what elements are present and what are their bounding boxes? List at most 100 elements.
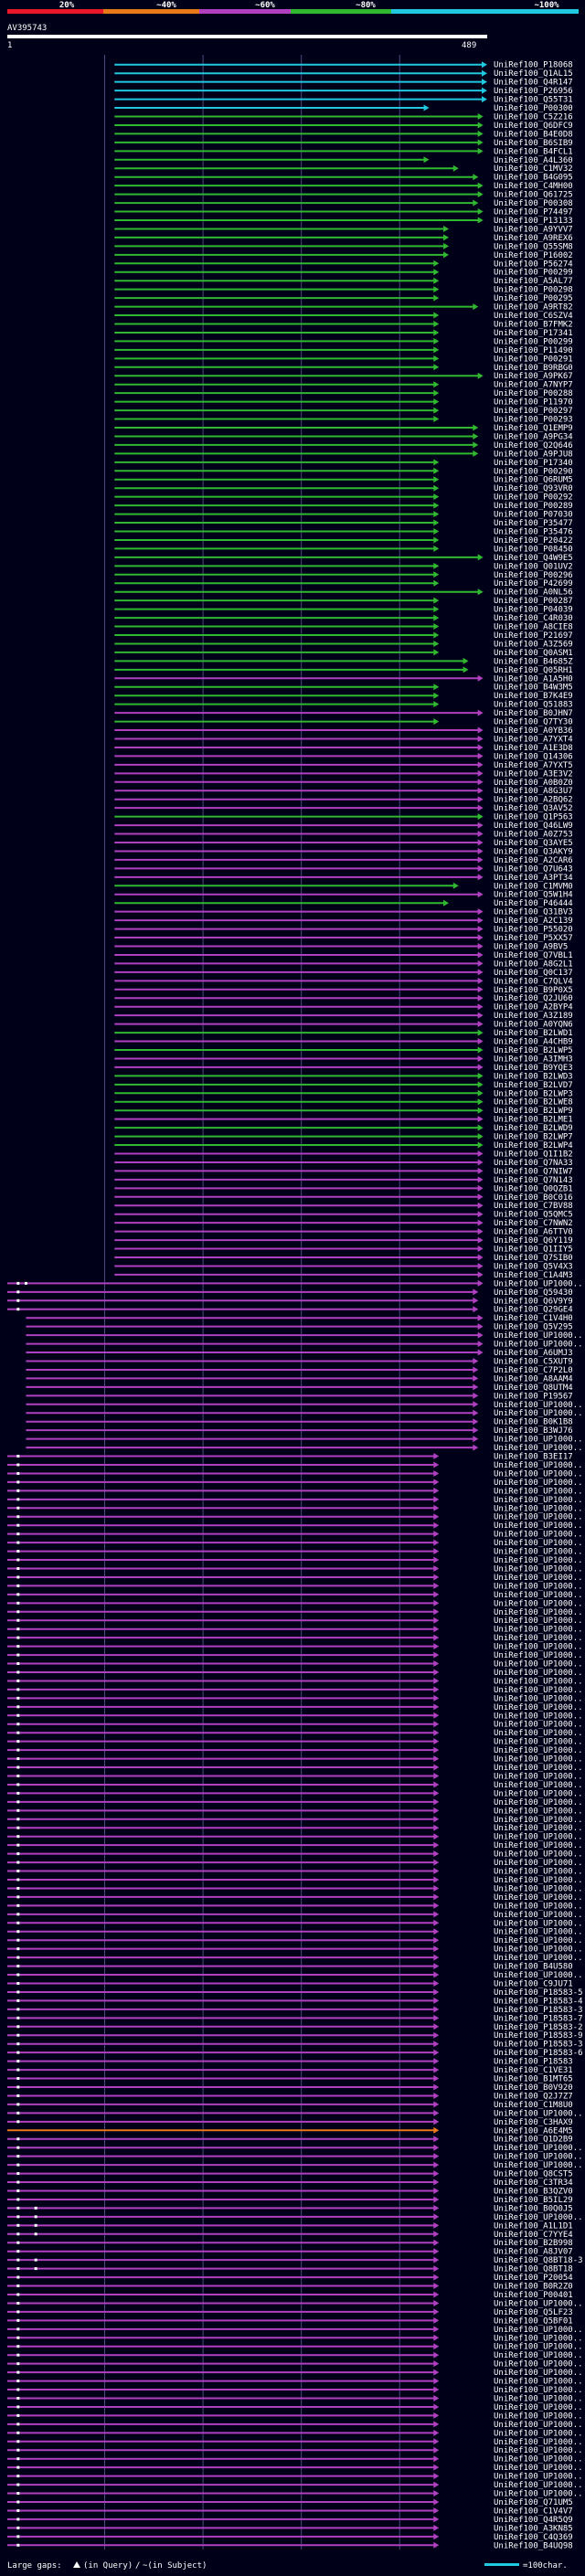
- subject-id-label[interactable]: UniRef100_UP1000..: [494, 1677, 583, 1686]
- subject-id-label[interactable]: UniRef100_UP1000..: [494, 1781, 583, 1790]
- alignment-row[interactable]: UniRef100_P11490: [114, 346, 573, 355]
- subject-id-label[interactable]: UniRef100_B2LWD3: [494, 1072, 573, 1081]
- subject-id-label[interactable]: UniRef100_Q7SIB0: [494, 1254, 573, 1263]
- alignment-row[interactable]: UniRef100_C1V4V7: [7, 2507, 573, 2516]
- alignment-row[interactable]: UniRef100_P20054: [7, 2274, 573, 2283]
- subject-id-label[interactable]: UniRef100_C3HAX9: [494, 2118, 573, 2127]
- subject-id-label[interactable]: UniRef100_A9YVV7: [494, 225, 573, 234]
- alignment-row[interactable]: UniRef100_UP1000..: [26, 1401, 583, 1410]
- subject-id-label[interactable]: UniRef100_P00298: [494, 286, 573, 295]
- alignment-row[interactable]: UniRef100_P18583-2: [7, 2023, 583, 2032]
- subject-id-label[interactable]: UniRef100_P18583-4: [494, 1997, 583, 2006]
- alignment-row[interactable]: UniRef100_A1A5H0: [114, 674, 573, 684]
- alignment-row[interactable]: UniRef100_A3KN85: [7, 2524, 573, 2533]
- subject-id-label[interactable]: UniRef100_B2B998: [494, 2239, 573, 2248]
- subject-id-label[interactable]: UniRef100_P00290: [494, 467, 573, 476]
- alignment-row[interactable]: UniRef100_Q46LW9: [114, 822, 573, 831]
- alignment-row[interactable]: UniRef100_UP1000..: [26, 1444, 583, 1453]
- alignment-row[interactable]: UniRef100_P04039: [114, 606, 573, 615]
- subject-id-label[interactable]: UniRef100_UP1000..: [494, 1496, 583, 1505]
- alignment-row[interactable]: UniRef100_P00293: [114, 416, 573, 425]
- alignment-row[interactable]: UniRef100_A6E4M5: [7, 2126, 573, 2136]
- alignment-row[interactable]: UniRef100_Q6V9Y9: [7, 1297, 573, 1306]
- alignment-row[interactable]: UniRef100_A0YB36: [114, 726, 573, 736]
- alignment-row[interactable]: UniRef100_Q7N143: [114, 1176, 573, 1185]
- alignment-row[interactable]: UniRef100_UP1000..: [7, 1721, 583, 1730]
- subject-id-label[interactable]: UniRef100_P20422: [494, 536, 573, 546]
- subject-id-label[interactable]: UniRef100_A2BYP4: [494, 1003, 573, 1012]
- alignment-row[interactable]: UniRef100_Q7SIB0: [114, 1254, 573, 1263]
- subject-id-label[interactable]: UniRef100_A3KN85: [494, 2524, 573, 2533]
- alignment-row[interactable]: UniRef100_UP1000..: [7, 1651, 583, 1660]
- subject-id-label[interactable]: UniRef100_A0Z753: [494, 831, 573, 840]
- subject-id-label[interactable]: UniRef100_P18583-6: [494, 2049, 583, 2058]
- alignment-row[interactable]: UniRef100_UP1000..: [7, 1487, 583, 1496]
- subject-id-label[interactable]: UniRef100_C7YYE4: [494, 2231, 573, 2240]
- alignment-row[interactable]: UniRef100_P26956: [114, 87, 573, 96]
- alignment-row[interactable]: UniRef100_P18583: [7, 2058, 573, 2067]
- subject-id-label[interactable]: UniRef100_UP1000..: [494, 1582, 583, 1591]
- alignment-row[interactable]: UniRef100_Q59430: [7, 1288, 573, 1298]
- subject-id-label[interactable]: UniRef100_UP1000..: [494, 2153, 583, 2162]
- subject-id-label[interactable]: UniRef100_UP1000..: [494, 1651, 583, 1660]
- alignment-row[interactable]: UniRef100_P46444: [114, 899, 573, 908]
- alignment-row[interactable]: UniRef100_UP1000..: [7, 2403, 583, 2412]
- subject-id-label[interactable]: UniRef100_Q3AYE5: [494, 839, 573, 848]
- alignment-row[interactable]: UniRef100_Q55SM8: [114, 242, 573, 251]
- alignment-row[interactable]: UniRef100_P00291: [114, 355, 573, 364]
- alignment-row[interactable]: UniRef100_Q1P563: [114, 813, 573, 822]
- subject-id-label[interactable]: UniRef100_Q7U643: [494, 864, 573, 874]
- subject-id-label[interactable]: UniRef100_P17341: [494, 329, 573, 338]
- alignment-row[interactable]: UniRef100_A7NYP7: [114, 381, 573, 390]
- subject-id-label[interactable]: UniRef100_P16002: [494, 251, 573, 260]
- subject-id-label[interactable]: UniRef100_Q7NIW7: [494, 1167, 573, 1176]
- alignment-row[interactable]: UniRef100_Q8CST5: [7, 2170, 573, 2179]
- subject-id-label[interactable]: UniRef100_UP1000..: [494, 2473, 583, 2482]
- subject-id-label[interactable]: UniRef100_A0YB36: [494, 726, 573, 736]
- subject-id-label[interactable]: UniRef100_P56274: [494, 260, 573, 269]
- subject-id-label[interactable]: UniRef100_B4W3M5: [494, 684, 573, 693]
- alignment-row[interactable]: UniRef100_P13133: [114, 217, 573, 226]
- subject-id-label[interactable]: UniRef100_B0R2Z0: [494, 2283, 573, 2292]
- alignment-row[interactable]: UniRef100_A7YXT5: [114, 761, 573, 770]
- subject-id-label[interactable]: UniRef100_B2LWP9: [494, 1107, 573, 1116]
- alignment-row[interactable]: UniRef100_UP1000..: [7, 2455, 583, 2465]
- alignment-row[interactable]: UniRef100_C5Z216: [114, 112, 573, 122]
- alignment-row[interactable]: UniRef100_UP1000..: [7, 2481, 583, 2490]
- alignment-row[interactable]: UniRef100_UP1000..: [7, 2386, 583, 2395]
- subject-id-label[interactable]: UniRef100_UP1000..: [494, 1876, 583, 1885]
- subject-id-label[interactable]: UniRef100_B7FMK2: [494, 320, 573, 329]
- alignment-row[interactable]: UniRef100_B3EI17: [7, 1453, 573, 1462]
- alignment-row[interactable]: UniRef100_UP1000..: [7, 2334, 583, 2343]
- alignment-row[interactable]: UniRef100_P00289: [114, 502, 573, 511]
- alignment-row[interactable]: UniRef100_P56274: [114, 260, 573, 269]
- subject-id-label[interactable]: UniRef100_Q1P563: [494, 813, 573, 822]
- alignment-row[interactable]: UniRef100_UP1000..: [7, 1919, 583, 1928]
- alignment-row[interactable]: UniRef100_Q31BV3: [114, 908, 573, 917]
- subject-id-label[interactable]: UniRef100_P00299: [494, 269, 573, 278]
- alignment-row[interactable]: UniRef100_UP1000..: [7, 1521, 583, 1531]
- subject-id-label[interactable]: UniRef100_UP1000..: [494, 1599, 583, 1608]
- subject-id-label[interactable]: UniRef100_P00299: [494, 337, 573, 346]
- subject-id-label[interactable]: UniRef100_P20054: [494, 2274, 573, 2283]
- subject-id-label[interactable]: UniRef100_A3Z189: [494, 1012, 573, 1021]
- alignment-row[interactable]: UniRef100_UP1000..: [7, 1694, 583, 1703]
- alignment-row[interactable]: UniRef100_A0YQN6: [114, 1021, 573, 1030]
- subject-id-label[interactable]: UniRef100_UP1000..: [494, 2378, 583, 2387]
- alignment-row[interactable]: UniRef100_UP1000..: [7, 2343, 583, 2352]
- subject-id-label[interactable]: UniRef100_UP1000..: [494, 1703, 583, 1712]
- subject-id-label[interactable]: UniRef100_B3EI17: [494, 1453, 573, 1462]
- subject-id-label[interactable]: UniRef100_A3Z569: [494, 640, 573, 649]
- subject-id-label[interactable]: UniRef100_P18583-3: [494, 2041, 583, 2050]
- subject-id-label[interactable]: UniRef100_P00287: [494, 597, 573, 606]
- alignment-row[interactable]: UniRef100_Q8UTM4: [26, 1383, 573, 1393]
- subject-id-label[interactable]: UniRef100_C7QLV4: [494, 977, 573, 986]
- alignment-row[interactable]: UniRef100_A2BYP4: [114, 1003, 573, 1012]
- subject-id-label[interactable]: UniRef100_UP1000..: [494, 2429, 583, 2438]
- alignment-row[interactable]: UniRef100_P17341: [114, 329, 573, 338]
- subject-id-label[interactable]: UniRef100_P35476: [494, 527, 573, 536]
- subject-id-label[interactable]: UniRef100_UP1000..: [494, 2412, 583, 2421]
- subject-id-label[interactable]: UniRef100_B2LWE8: [494, 1098, 573, 1108]
- subject-id-label[interactable]: UniRef100_Q7TY30: [494, 718, 573, 727]
- subject-id-label[interactable]: UniRef100_A7NYP7: [494, 381, 573, 390]
